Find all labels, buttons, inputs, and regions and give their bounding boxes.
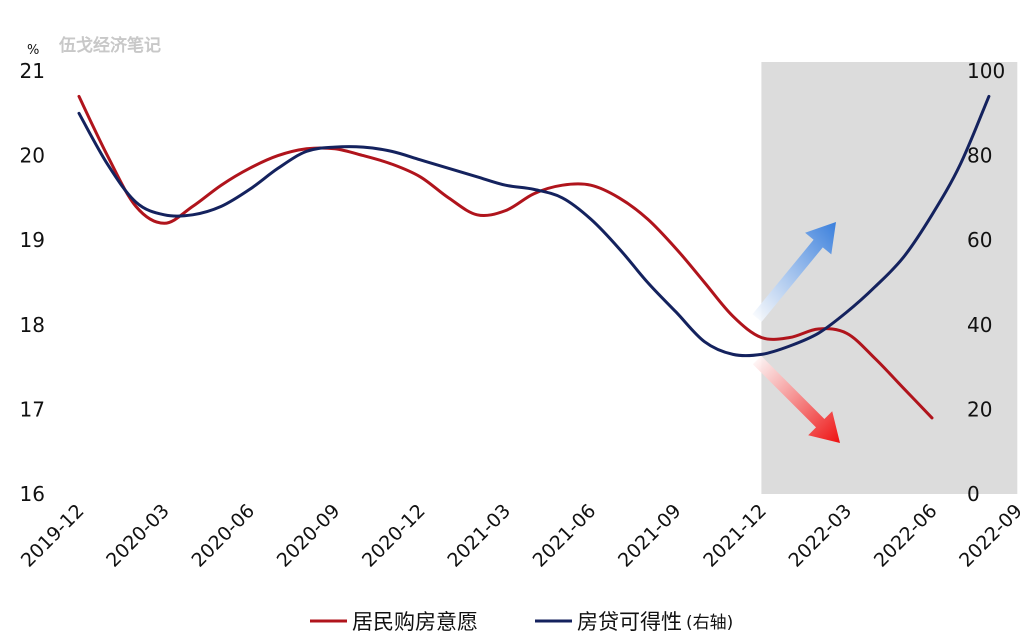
legend-label-navy: 房贷可得性 — [577, 610, 682, 634]
x-axis-tick-label: 2021-06 — [529, 500, 601, 572]
x-axis-tick-label: 2022-03 — [785, 500, 857, 572]
legend: 居民购房意愿 房贷可得性 (右轴) — [310, 604, 790, 636]
x-axis-tick-label: 2022-09 — [955, 500, 1020, 572]
x-axis-tick-label: 2020-12 — [358, 500, 430, 572]
x-axis-tick-label: 2022-06 — [870, 500, 942, 572]
watermark-text: 伍戈经济笔记 — [58, 35, 161, 56]
x-axis-tick-label: 2019-12 — [17, 500, 89, 572]
left-axis-tick-label: 17 — [20, 397, 45, 421]
right-axis-tick-label: 40 — [967, 313, 992, 337]
legend-label-navy-suffix: (右轴) — [686, 613, 733, 633]
x-axis-tick-label: 2021-09 — [614, 500, 686, 572]
legend-label-red: 居民购房意愿 — [352, 610, 478, 634]
x-axis-tick-label: 2020-06 — [187, 500, 259, 572]
right-axis-tick-label: 80 — [967, 144, 992, 168]
left-axis-tick-label: 18 — [20, 313, 45, 337]
down-trend-arrow — [752, 355, 840, 443]
x-axis-tick-label: 2020-09 — [273, 500, 345, 572]
x-axis-tick-label: 2020-03 — [102, 500, 174, 572]
x-axis-tick-label: 2021-03 — [443, 500, 515, 572]
left-axis-tick-label: 20 — [20, 144, 45, 168]
left-axis-tick-label: 19 — [20, 228, 45, 252]
series-line-purchase-intention — [77, 94, 934, 420]
left-axis-tick-label: 21 — [20, 59, 45, 83]
up-trend-arrow — [752, 222, 836, 322]
right-axis-tick-label: 100 — [967, 59, 1005, 83]
left-axis-unit: % — [27, 43, 39, 58]
shaded-region — [761, 62, 1018, 494]
x-axis-tick-label: 2021-12 — [699, 500, 771, 572]
series-line-mortgage-availability — [77, 94, 991, 358]
left-axis-tick-label: 16 — [20, 482, 45, 506]
right-axis-tick-label: 60 — [967, 228, 992, 252]
right-axis-tick-label: 0 — [967, 482, 980, 506]
right-axis-tick-label: 20 — [967, 397, 992, 421]
